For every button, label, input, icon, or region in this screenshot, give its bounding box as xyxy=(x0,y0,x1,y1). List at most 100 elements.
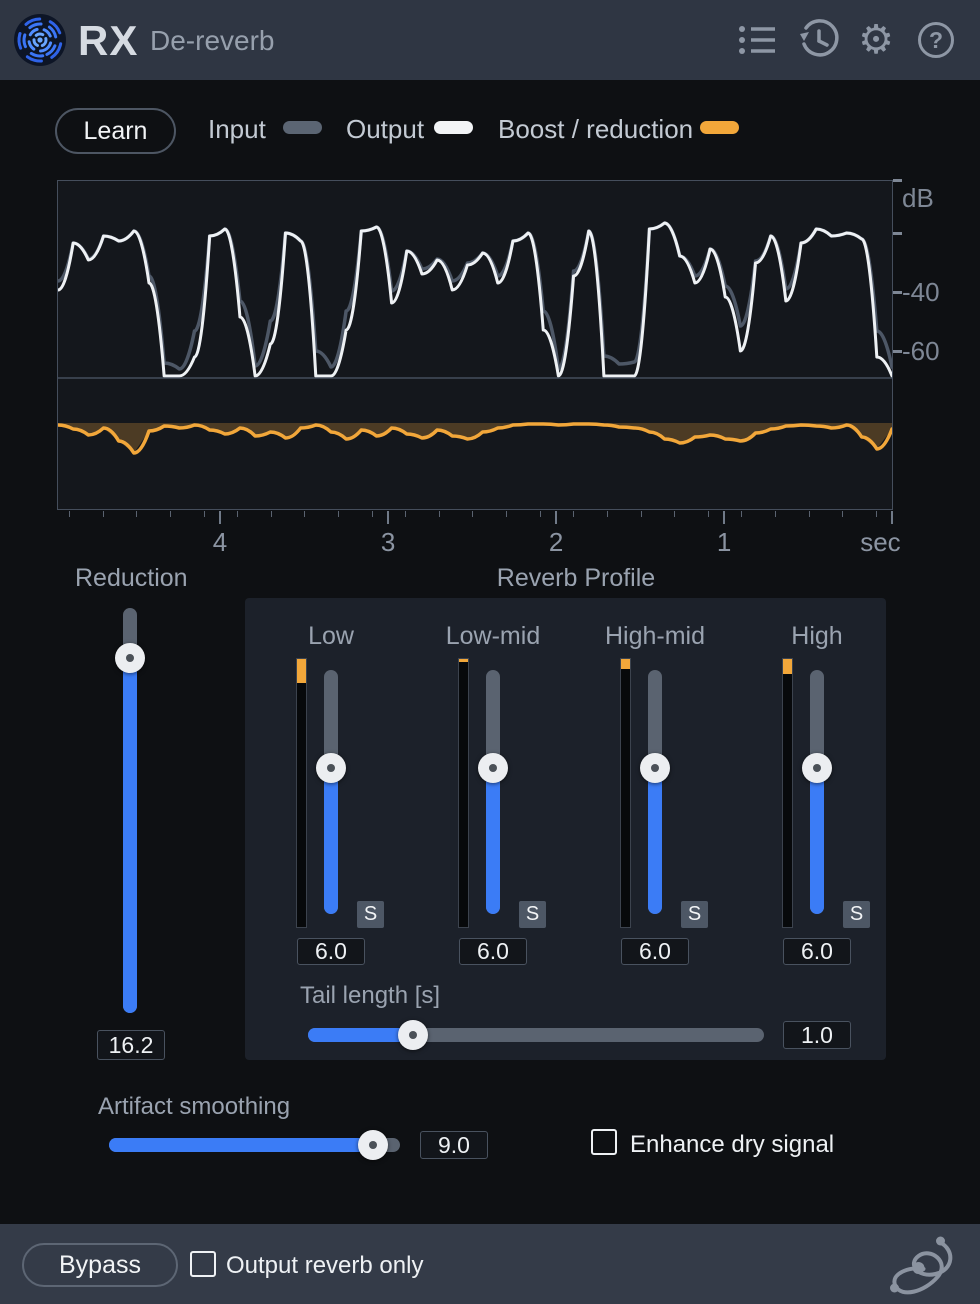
band-slider-fill xyxy=(648,767,662,914)
output-reverb-only-checkbox[interactable] xyxy=(190,1251,216,1277)
time-minor-tick xyxy=(203,511,205,517)
time-minor-tick xyxy=(506,511,508,517)
band-label: High-mid xyxy=(604,622,706,650)
band-level-meter xyxy=(458,658,469,928)
band-meter-fill xyxy=(459,659,468,662)
band-label: Low xyxy=(308,622,354,650)
reverb-profile-title: Reverb Profile xyxy=(496,564,656,592)
reverb-profile-panel: Low S 6.0 Low-mid S xyxy=(245,598,886,1060)
time-minor-tick xyxy=(707,511,709,517)
bypass-button[interactable]: Bypass xyxy=(22,1243,178,1287)
band-meter-fill xyxy=(783,659,792,674)
time-minor-tick xyxy=(573,511,575,517)
band-value[interactable]: 6.0 xyxy=(621,938,689,965)
time-minor-tick xyxy=(170,511,172,517)
reduction-value[interactable]: 16.2 xyxy=(97,1030,165,1060)
band-slider-fill xyxy=(486,767,500,914)
page-title: De-reverb xyxy=(150,25,275,56)
band-column: Low-mid S 6.0 xyxy=(433,598,553,978)
band-slider[interactable] xyxy=(486,670,500,914)
time-minor-tick xyxy=(674,511,676,517)
time-minor-tick xyxy=(741,511,743,517)
artifact-smoothing-label: Artifact smoothing xyxy=(98,1093,291,1120)
reduction-slider[interactable] xyxy=(123,608,137,1013)
time-minor-tick xyxy=(237,511,239,517)
help-icon[interactable]: ? xyxy=(914,18,958,62)
legend-boost-swatch xyxy=(700,121,739,134)
time-minor-tick xyxy=(136,511,138,517)
legend-output-swatch xyxy=(434,121,473,134)
time-minor-tick xyxy=(539,511,541,517)
db-tick xyxy=(893,179,902,182)
legend-boost-label: Boost / reduction xyxy=(498,114,694,144)
history-icon[interactable] xyxy=(796,18,840,62)
time-major-tick xyxy=(555,511,558,524)
legend-input-label: Input xyxy=(208,114,266,144)
preset-list-icon[interactable] xyxy=(736,18,780,62)
db-axis: dB -40 -60 xyxy=(893,179,973,510)
db-tick xyxy=(893,232,902,236)
time-minor-tick xyxy=(640,511,642,517)
band-value[interactable]: 6.0 xyxy=(783,938,851,965)
brand-rx: RX xyxy=(78,17,139,64)
band-solo-button[interactable]: S xyxy=(519,901,546,928)
band-value[interactable]: 6.0 xyxy=(297,938,365,965)
time-tick-label: 3 xyxy=(380,527,396,557)
time-minor-tick xyxy=(371,511,373,517)
artifact-smoothing-handle[interactable] xyxy=(357,1130,388,1160)
time-minor-tick xyxy=(842,511,844,517)
band-solo-button[interactable]: S xyxy=(681,901,708,928)
legend-input-swatch xyxy=(283,121,322,134)
tail-length-value[interactable]: 1.0 xyxy=(783,1021,851,1049)
tail-length-fill xyxy=(308,1028,413,1042)
tail-length-handle[interactable] xyxy=(397,1020,428,1050)
band-column: High S 6.0 xyxy=(757,598,877,978)
time-major-tick xyxy=(891,511,894,524)
band-column: High-mid S 6.0 xyxy=(595,598,715,978)
time-minor-tick xyxy=(270,511,272,517)
waveform-chart[interactable] xyxy=(56,180,894,510)
band-slider[interactable] xyxy=(648,670,662,914)
band-slider-fill xyxy=(810,767,824,914)
footer-bar: Bypass Output reverb only xyxy=(0,1224,980,1304)
legend-output-label: Output xyxy=(346,114,425,144)
time-minor-tick xyxy=(69,511,71,517)
time-minor-tick xyxy=(438,511,440,517)
artifact-smoothing-fill xyxy=(109,1138,373,1152)
output-reverb-only-label: Output reverb only xyxy=(226,1252,424,1279)
time-major-tick xyxy=(387,511,390,524)
band-meter-fill xyxy=(297,659,306,683)
db-tick xyxy=(893,349,902,353)
time-axis: 4 3 2 1 sec xyxy=(57,511,901,561)
band-slider-handle[interactable] xyxy=(802,752,832,783)
learn-button[interactable]: Learn xyxy=(55,108,176,154)
tail-length-label: Tail length [s] xyxy=(300,982,441,1009)
band-slider-handle[interactable] xyxy=(316,752,346,783)
band-slider[interactable] xyxy=(810,670,824,914)
enhance-dry-signal-label: Enhance dry signal xyxy=(630,1131,835,1158)
gear-icon[interactable]: ⚙ xyxy=(858,18,894,62)
band-level-meter xyxy=(620,658,631,928)
time-tick-label: 1 xyxy=(716,527,732,557)
band-label: High xyxy=(791,622,843,650)
time-tick-label: 2 xyxy=(548,527,564,557)
band-solo-button[interactable]: S xyxy=(843,901,870,928)
band-solo-button[interactable]: S xyxy=(357,901,384,928)
db-tick xyxy=(893,290,902,294)
band-slider[interactable] xyxy=(324,670,338,914)
time-minor-tick xyxy=(808,511,810,517)
band-slider-handle[interactable] xyxy=(478,752,508,783)
band-value[interactable]: 6.0 xyxy=(459,938,527,965)
time-minor-tick xyxy=(405,511,407,517)
band-level-meter xyxy=(296,658,307,928)
artifact-smoothing-slider[interactable] xyxy=(109,1138,400,1152)
enhance-dry-signal-checkbox[interactable] xyxy=(591,1129,617,1155)
reduction-slider-handle[interactable] xyxy=(115,643,145,674)
time-major-tick xyxy=(219,511,222,524)
tail-length-slider[interactable] xyxy=(308,1028,764,1042)
db-tick-label: -40 xyxy=(902,276,940,307)
artifact-smoothing-value[interactable]: 9.0 xyxy=(420,1131,488,1159)
time-minor-tick xyxy=(875,511,877,517)
band-slider-handle[interactable] xyxy=(640,752,670,783)
